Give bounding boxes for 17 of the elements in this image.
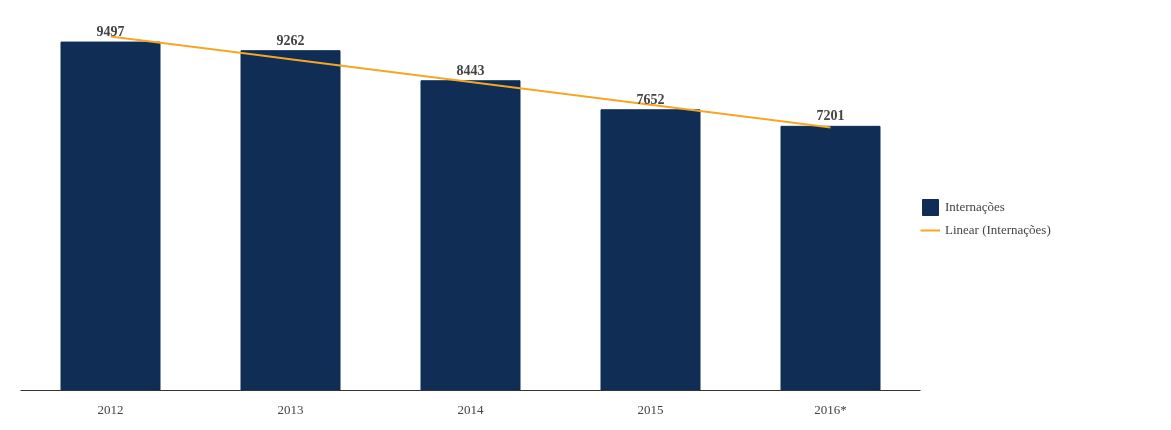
x-tick-label: 2014 [457, 401, 484, 417]
data-label: 8443 [456, 62, 485, 78]
bar [780, 125, 881, 391]
x-tick-label: 2013 [277, 401, 304, 417]
x-tick-label: 2012 [97, 401, 124, 417]
bar [240, 50, 341, 391]
bar [420, 80, 521, 391]
data-label: 9497 [96, 24, 125, 40]
bar [60, 41, 161, 391]
data-label: 7201 [816, 108, 845, 124]
data-label: 7652 [636, 91, 665, 107]
bar [600, 109, 701, 391]
x-tick-label: 2016* [814, 401, 847, 417]
legend-label: Linear (Internações) [945, 222, 1051, 238]
data-label: 9262 [276, 32, 305, 48]
legend-label: Internações [945, 199, 1005, 215]
x-tick-label: 2015 [637, 401, 664, 417]
